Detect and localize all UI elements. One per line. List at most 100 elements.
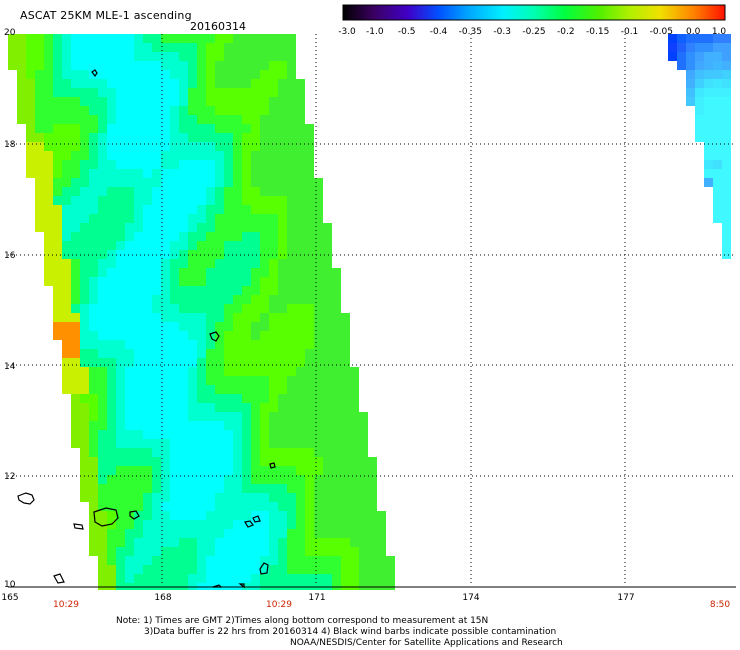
- swath-cell: [296, 385, 305, 394]
- swath-cell: [251, 196, 260, 205]
- swath-cell: [269, 223, 278, 232]
- swath-cell: [53, 142, 62, 151]
- swath-cell: [251, 547, 260, 556]
- swath-cell: [188, 376, 197, 385]
- swath-cell: [359, 565, 368, 574]
- swath-cell: [722, 142, 731, 151]
- swath-cell: [242, 61, 251, 70]
- swath-cell: [152, 439, 161, 448]
- swath-cell: [89, 313, 98, 322]
- swath-cell: [71, 313, 80, 322]
- swath-cell: [89, 232, 98, 241]
- swath-cell: [368, 511, 377, 520]
- swath-cell: [713, 205, 722, 214]
- swath-cell: [269, 466, 278, 475]
- swath-cell: [179, 178, 188, 187]
- swath-cell: [44, 214, 53, 223]
- swath-cell: [206, 520, 215, 529]
- swath-cell: [62, 277, 71, 286]
- swath-cell: [278, 358, 287, 367]
- swath-cell: [134, 565, 143, 574]
- swath-cell: [161, 196, 170, 205]
- swath-cell: [704, 97, 713, 106]
- swath-cell: [188, 340, 197, 349]
- swath-cell: [260, 34, 269, 43]
- swath-cell: [62, 241, 71, 250]
- swath-cell: [98, 187, 107, 196]
- swath-cell: [722, 43, 731, 52]
- swath-cell: [143, 430, 152, 439]
- swath-cell: [224, 385, 233, 394]
- swath-cell: [260, 529, 269, 538]
- swath-cell: [332, 484, 341, 493]
- swath-cell: [26, 142, 35, 151]
- swath-cell: [269, 502, 278, 511]
- swath-cell: [242, 304, 251, 313]
- swath-cell: [170, 97, 179, 106]
- swath-cell: [134, 394, 143, 403]
- swath-cell: [116, 394, 125, 403]
- swath-cell: [260, 367, 269, 376]
- swath-cell: [170, 466, 179, 475]
- swath-cell: [332, 322, 341, 331]
- swath-cell: [62, 358, 71, 367]
- swath-cell: [332, 286, 341, 295]
- swath-cell: [323, 358, 332, 367]
- swath-cell: [134, 241, 143, 250]
- swath-cell: [188, 295, 197, 304]
- swath-cell: [305, 385, 314, 394]
- swath-cell: [233, 43, 242, 52]
- swath-cell: [125, 169, 134, 178]
- swath-cell: [53, 232, 62, 241]
- swath-cell: [170, 358, 179, 367]
- swath-cell: [89, 358, 98, 367]
- swath-cell: [107, 475, 116, 484]
- swath-cell: [215, 178, 224, 187]
- swath-cell: [116, 322, 125, 331]
- swath-cell: [332, 547, 341, 556]
- swath-cell: [170, 529, 179, 538]
- swath-cell: [296, 466, 305, 475]
- swath-cell: [305, 475, 314, 484]
- swath-cell: [350, 385, 359, 394]
- swath-cell: [296, 529, 305, 538]
- swath-cell: [242, 196, 251, 205]
- swath-cell: [260, 277, 269, 286]
- swath-cell: [215, 133, 224, 142]
- swath-cell: [713, 61, 722, 70]
- swath-cell: [188, 394, 197, 403]
- swath-cell: [278, 133, 287, 142]
- swath-cell: [26, 79, 35, 88]
- swath-cell: [269, 556, 278, 565]
- swath-cell: [287, 457, 296, 466]
- swath-cell: [134, 88, 143, 97]
- swath-cell: [215, 232, 224, 241]
- swath-cell: [125, 403, 134, 412]
- swath-cell: [89, 475, 98, 484]
- swath-cell: [713, 34, 722, 43]
- swath-cell: [107, 295, 116, 304]
- swath-cell: [287, 160, 296, 169]
- swath-cell: [44, 43, 53, 52]
- swath-cell: [161, 358, 170, 367]
- swath-cell: [170, 565, 179, 574]
- swath-cell: [350, 439, 359, 448]
- swath-cell: [215, 385, 224, 394]
- swath-cell: [125, 574, 134, 583]
- swath-cell: [89, 403, 98, 412]
- swath-cell: [314, 304, 323, 313]
- swath-cell: [314, 520, 323, 529]
- swath-cell: [296, 223, 305, 232]
- swath-cell: [143, 493, 152, 502]
- swath-cell: [179, 367, 188, 376]
- swath-cell: [125, 115, 134, 124]
- swath-cell: [341, 484, 350, 493]
- swath-cell: [17, 43, 26, 52]
- swath-cell: [107, 133, 116, 142]
- swath-cell: [161, 52, 170, 61]
- swath-cell: [242, 358, 251, 367]
- swath-cell: [188, 43, 197, 52]
- swath-cell: [314, 268, 323, 277]
- swath-cell: [251, 511, 260, 520]
- swath-cell: [161, 484, 170, 493]
